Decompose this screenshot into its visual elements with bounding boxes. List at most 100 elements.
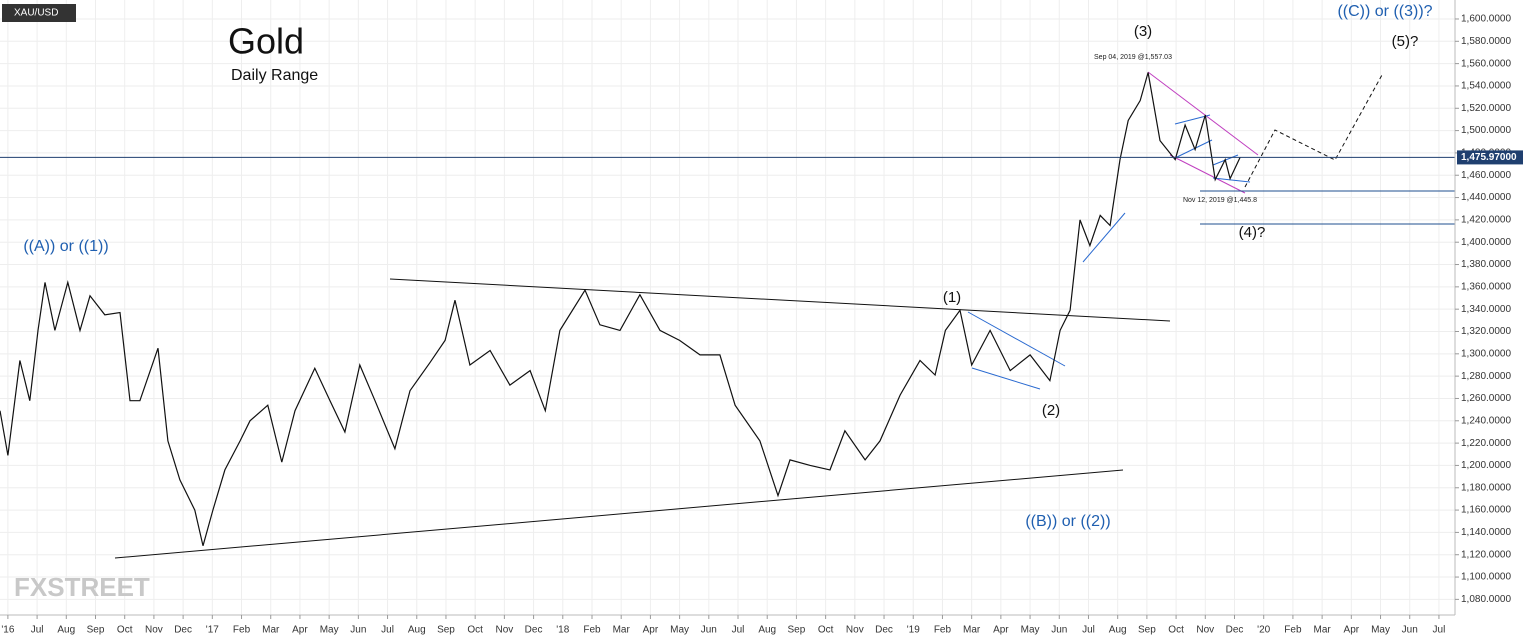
x-tick-label: Jul <box>732 625 745 636</box>
trendline <box>1147 71 1259 156</box>
y-tick-label: 1,580.0000 <box>1461 36 1511 47</box>
x-tick-label: May <box>1371 625 1390 636</box>
x-tick-label: '16 <box>1 625 14 636</box>
trendline <box>389 278 1171 322</box>
y-tick-label: 1,160.0000 <box>1461 505 1511 516</box>
x-tick-label: Oct <box>818 625 834 636</box>
y-tick-label: 1,180.0000 <box>1461 482 1511 493</box>
x-tick-label: Mar <box>262 625 280 636</box>
drawings <box>114 71 1455 559</box>
annotation: (3) <box>1134 23 1152 40</box>
x-tick-label: Sep <box>788 625 806 636</box>
trendline <box>1082 212 1126 263</box>
y-tick-label: 1,140.0000 <box>1461 527 1511 538</box>
y-tick-label: 1,460.0000 <box>1461 170 1511 181</box>
plot <box>0 72 1455 546</box>
x-tick-label: Aug <box>408 625 426 636</box>
x-tick-label: Feb <box>233 625 251 636</box>
trendline <box>1212 177 1251 183</box>
y-tick-label: 1,400.0000 <box>1461 237 1511 248</box>
x-tick-label: Sep <box>87 625 105 636</box>
trendline <box>971 367 1041 390</box>
x-tick-label: Jun <box>1402 625 1418 636</box>
x-tick-label: Aug <box>57 625 75 636</box>
x-tick-label: Sep <box>437 625 455 636</box>
symbol-badge <box>2 4 76 22</box>
annotation: Nov 12, 2019 @1,445.8 <box>1183 197 1257 204</box>
y-tick-label: 1,300.0000 <box>1461 348 1511 359</box>
y-tick-label: 1,100.0000 <box>1461 572 1511 583</box>
y-tick-label: 1,360.0000 <box>1461 281 1511 292</box>
y-tick-label: 1,420.0000 <box>1461 215 1511 226</box>
trendline <box>114 469 1124 559</box>
x-tick-label: Sep <box>1138 625 1156 636</box>
x-tick-label: Feb <box>934 625 952 636</box>
x-tick-label: Jul <box>1433 625 1446 636</box>
x-tick-label: Dec <box>875 625 893 636</box>
x-tick-label: Apr <box>1344 625 1360 636</box>
y-tick-label: 1,240.0000 <box>1461 415 1511 426</box>
price-line <box>0 72 1241 546</box>
x-tick-label: Jul <box>1082 625 1095 636</box>
y-tick-label: 1,500.0000 <box>1461 125 1511 136</box>
x-tick-label: Jun <box>350 625 366 636</box>
x-tick-label: Jul <box>31 625 44 636</box>
y-tick-label: 1,560.0000 <box>1461 58 1511 69</box>
y-tick-label: 1,080.0000 <box>1461 594 1511 605</box>
x-tick-label: Mar <box>1313 625 1331 636</box>
x-tick-label: Nov <box>1196 625 1214 636</box>
x-tick-label: Aug <box>1109 625 1127 636</box>
annotation: (5)? <box>1392 33 1419 50</box>
trendline <box>1174 139 1213 159</box>
y-tick-label: 1,520.0000 <box>1461 103 1511 114</box>
x-tick-label: Feb <box>1284 625 1302 636</box>
x-tick-label: Feb <box>583 625 601 636</box>
x-tick-label: Nov <box>846 625 864 636</box>
y-tick-label: 1,320.0000 <box>1461 326 1511 337</box>
x-tick-label: Dec <box>174 625 192 636</box>
symbol: XAU/USD <box>14 8 58 19</box>
subtitle: Daily Range <box>231 67 318 84</box>
y-tick-label: 1,600.0000 <box>1461 14 1511 25</box>
x-tick-label: '17 <box>206 625 219 636</box>
y-tick-label: 1,440.0000 <box>1461 192 1511 203</box>
y-tick-label: 1,540.0000 <box>1461 81 1511 92</box>
x-tick-label: '19 <box>907 625 920 636</box>
x-tick-label: May <box>1021 625 1040 636</box>
x-tick-label: May <box>670 625 689 636</box>
x-tick-label: Jun <box>701 625 717 636</box>
annotation: (4)? <box>1239 224 1266 241</box>
x-tick-label: Oct <box>467 625 483 636</box>
y-tick-label: 1,380.0000 <box>1461 259 1511 270</box>
axes: 1,080.0000 1,100.0000 1,120.0000 1,140.0000… <box>1 14 1523 636</box>
x-tick-label: Oct <box>1168 625 1184 636</box>
annotation: (2) <box>1042 402 1060 419</box>
annotation: ((A)) or ((1)) <box>23 238 108 255</box>
last-price-badge <box>1457 150 1523 165</box>
y-tick-label: 1,200.0000 <box>1461 460 1511 471</box>
annotation: ((B)) or ((2)) <box>1025 513 1110 530</box>
trendline <box>1174 114 1211 125</box>
y-tick-label: 1,280.0000 <box>1461 371 1511 382</box>
grid <box>0 0 1455 615</box>
y-tick-label: 1,120.0000 <box>1461 549 1511 560</box>
annotation: Sep 04, 2019 @1,557.03 <box>1094 54 1172 61</box>
x-tick-label: Apr <box>643 625 659 636</box>
x-tick-label: '20 <box>1257 625 1270 636</box>
annotation: ((C)) or ((3))? <box>1337 3 1432 20</box>
trendline <box>967 311 1066 367</box>
x-tick-label: Mar <box>613 625 631 636</box>
x-tick-label: Jun <box>1051 625 1067 636</box>
x-tick-label: Mar <box>963 625 981 636</box>
x-tick-label: Nov <box>145 625 163 636</box>
y-tick-label: 1,340.0000 <box>1461 304 1511 315</box>
x-tick-label: Aug <box>758 625 776 636</box>
annotation: (1) <box>943 289 961 306</box>
y-tick-label: 1,220.0000 <box>1461 438 1511 449</box>
watermark: FXSTREET <box>14 572 150 602</box>
chart-title: Gold <box>228 21 304 62</box>
x-tick-label: Apr <box>292 625 308 636</box>
x-tick-label: Jul <box>381 625 394 636</box>
